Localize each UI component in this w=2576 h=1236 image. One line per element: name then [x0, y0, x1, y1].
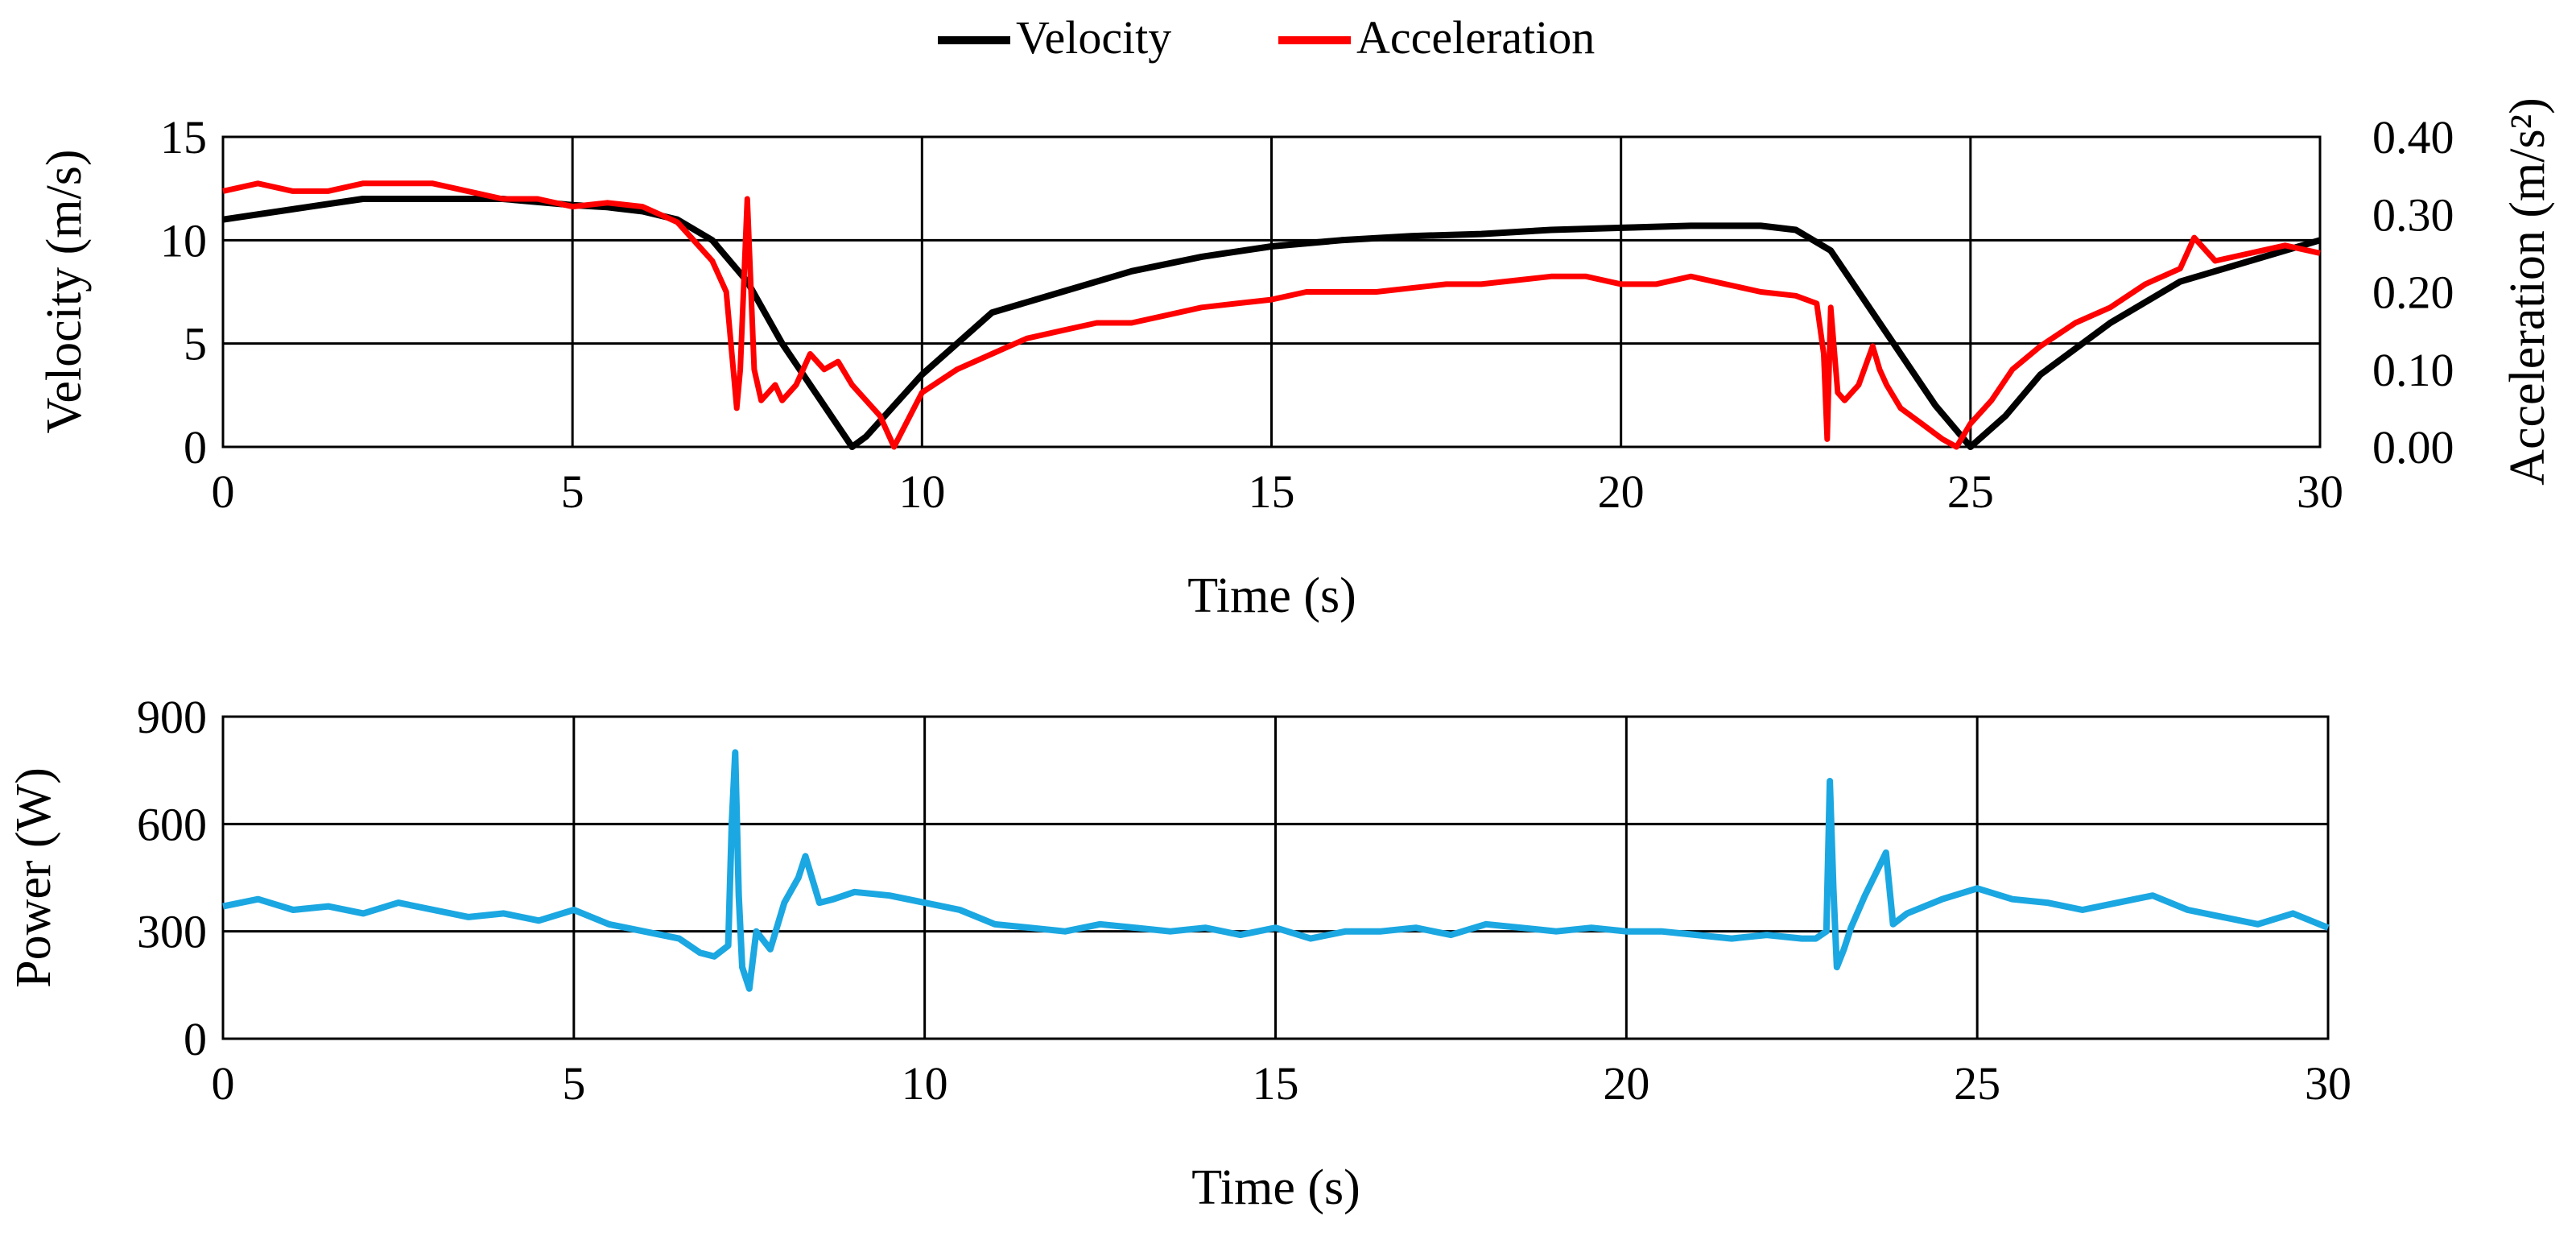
- y-tick-label: 5: [184, 318, 207, 370]
- y2-tick-label: 0.20: [2372, 267, 2454, 319]
- y-tick-label: 15: [160, 111, 207, 163]
- y-axis-ticks-top: 0 5 10 15: [160, 111, 207, 473]
- y2-axis-ticks-top: 0.00 0.10 0.20 0.30 0.40: [2372, 111, 2454, 473]
- y-tick-label: 900: [137, 691, 207, 743]
- x-tick-label: 5: [562, 1057, 585, 1110]
- x-tick-label: 10: [898, 465, 945, 518]
- x-tick-label: 15: [1253, 1057, 1299, 1110]
- gridlines-top: [223, 137, 2320, 447]
- x-tick-label: 10: [902, 1057, 948, 1110]
- x-tick-label: 20: [1598, 465, 1645, 518]
- gridlines-bottom: [223, 717, 2328, 1039]
- x-axis-ticks-bottom: 0 5 10 15 20 25 30: [212, 1057, 2352, 1110]
- y2-tick-label: 0.10: [2372, 344, 2454, 396]
- legend: Velocity Acceleration: [938, 11, 1595, 64]
- y-tick-label: 0: [184, 1013, 207, 1065]
- x-tick-label: 20: [1603, 1057, 1649, 1110]
- y-axis-ticks-bottom: 0 300 600 900: [137, 691, 207, 1065]
- x-tick-label: 15: [1249, 465, 1295, 518]
- x-tick-label: 25: [1954, 1057, 2000, 1110]
- y2-tick-label: 0.00: [2372, 421, 2454, 473]
- x-tick-label: 0: [212, 1057, 235, 1110]
- x-tick-label: 30: [2297, 465, 2343, 518]
- x-axis-label-top: Time (s): [1187, 568, 1356, 623]
- x-tick-label: 30: [2305, 1057, 2351, 1110]
- velocity-acceleration-chart: 0 5 10 15 0.00 0.10 0.20 0.30 0.40 0 5 10 15 20 25 30…: [37, 97, 2555, 623]
- y-tick-label: 600: [137, 798, 207, 850]
- legend-label-acceleration: Acceleration: [1356, 11, 1595, 64]
- y2-axis-label-top: Acceleration (m/s²): [2500, 97, 2555, 486]
- y-tick-label: 300: [137, 906, 207, 958]
- y-tick-label: 0: [184, 421, 207, 473]
- x-tick-label: 0: [212, 465, 235, 518]
- y2-tick-label: 0.30: [2372, 188, 2454, 241]
- power-line: [222, 749, 2330, 992]
- y-axis-label-top: Velocity (m/s): [37, 150, 92, 434]
- power-chart: 0 300 600 900 0 5 10 15 20 25 30 Time (s) Power (…: [6, 691, 2351, 1215]
- acceleration-line: [222, 180, 2321, 450]
- y-tick-label: 10: [160, 214, 207, 267]
- x-axis-ticks-top: 0 5 10 15 20 25 30: [212, 465, 2344, 518]
- legend-label-velocity: Velocity: [1016, 11, 1171, 64]
- x-tick-label: 5: [561, 465, 584, 518]
- y-axis-label-bottom: Power (W): [6, 767, 61, 988]
- x-tick-label: 25: [1947, 465, 1994, 518]
- y2-tick-label: 0.40: [2372, 111, 2454, 163]
- x-axis-label-bottom: Time (s): [1191, 1160, 1360, 1215]
- velocity-line: [222, 196, 2322, 450]
